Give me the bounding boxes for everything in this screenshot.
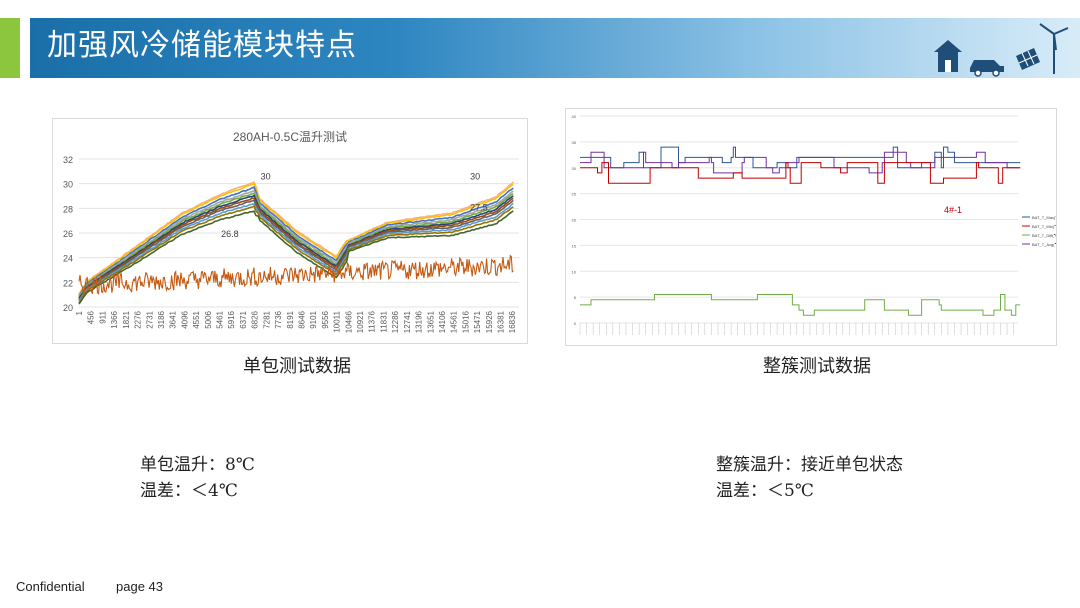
cluster-chart-annotation: 4#-1 bbox=[944, 205, 962, 215]
cluster-notes: 整簇温升：接近单包状态 温差：＜5℃ bbox=[716, 452, 903, 504]
legend-entry: BAT_T_Diff(℃) bbox=[1032, 233, 1056, 238]
x-tick-label: 14106 bbox=[438, 310, 447, 333]
min-temp-series-line bbox=[580, 162, 1021, 184]
x-tick-label: 10466 bbox=[344, 310, 353, 333]
x-tick-label: 10921 bbox=[356, 310, 365, 333]
y-tick-label: 28 bbox=[63, 204, 73, 214]
temperature-series-line bbox=[78, 194, 514, 299]
single-pack-temp-rise: 单包温升：8℃ bbox=[140, 455, 255, 475]
y-tick-label: 30 bbox=[63, 180, 73, 190]
diff-temp-series-line bbox=[580, 294, 1021, 316]
x-tick-label: 9101 bbox=[309, 310, 318, 328]
cluster-chart-svg: 0 5 10 15 20 25 30 35 40 4#-1 BAT_T_Max(℃) BAT_T_… bbox=[572, 114, 1062, 335]
temperature-series-line bbox=[78, 186, 514, 297]
data-label: 30 bbox=[261, 172, 271, 182]
data-label: 27.5 bbox=[470, 203, 488, 213]
x-tick-label: 5916 bbox=[227, 310, 236, 328]
x-tick-label: 3186 bbox=[157, 310, 166, 328]
x-tick-label: 9556 bbox=[321, 310, 330, 328]
temperature-series-line bbox=[78, 182, 514, 296]
y-tick-label: 15 bbox=[572, 243, 577, 248]
confidential-label: Confidential bbox=[16, 579, 85, 594]
x-tick-label: 1821 bbox=[122, 310, 131, 328]
temperature-series-line bbox=[78, 192, 514, 299]
single-pack-caption: 单包测试数据 bbox=[243, 356, 351, 377]
legend-entry: BAT_T_Avg(℃) bbox=[1032, 242, 1056, 247]
data-label: 26.8 bbox=[221, 229, 239, 239]
energy-logo-icon bbox=[934, 23, 1069, 77]
x-tick-label: 12286 bbox=[391, 310, 400, 333]
y-tick-label: 25 bbox=[572, 192, 577, 197]
x-tick-label: 8646 bbox=[297, 310, 306, 328]
temperature-series-line bbox=[78, 205, 514, 304]
y-tick-label: 32 bbox=[63, 155, 73, 165]
x-tick-label: 15926 bbox=[485, 310, 494, 333]
x-tick-label: 7736 bbox=[274, 310, 283, 328]
x-tick-label: 11376 bbox=[368, 310, 377, 332]
temperature-series-line bbox=[78, 210, 514, 305]
single-pack-chart-title: 280AH-0.5C温升测试 bbox=[233, 129, 347, 144]
x-tick-label: 2731 bbox=[145, 310, 154, 328]
data-label: 30 bbox=[470, 172, 480, 182]
single-pack-notes: 单包温升：8℃ 温差：＜4℃ bbox=[140, 452, 255, 504]
y-tick-label: 20 bbox=[572, 218, 577, 223]
y-tick-label: 40 bbox=[572, 114, 577, 119]
single-pack-chart: 280AH-0.5C温升测试 20 22 24 26 28 30 32 1 456 911 136… bbox=[52, 118, 528, 344]
x-tick-label: 3641 bbox=[169, 310, 178, 328]
x-tick-label: 15471 bbox=[473, 310, 482, 333]
page-number: page 43 bbox=[116, 579, 163, 594]
y-tick-label: 26 bbox=[63, 229, 73, 239]
legend-entry: BAT_T_Min(℃) bbox=[1032, 224, 1056, 229]
y-tick-label: 30 bbox=[572, 166, 577, 171]
y-tick-label: 10 bbox=[572, 269, 577, 274]
x-tick-label: 6371 bbox=[239, 310, 248, 328]
temperature-series-line bbox=[78, 199, 514, 301]
y-tick-label: 20 bbox=[63, 303, 73, 313]
y-tick-label: 24 bbox=[63, 254, 73, 264]
y-tick-label: 35 bbox=[572, 140, 577, 145]
avg-temp-series-line bbox=[580, 151, 1021, 174]
x-tick-label: 13196 bbox=[415, 310, 424, 333]
y-tick-label: 22 bbox=[63, 278, 73, 288]
x-tick-label: 13651 bbox=[426, 310, 435, 333]
title-bar bbox=[30, 18, 1080, 78]
y-tick-label: 0 bbox=[574, 321, 577, 326]
x-tick-label: 911 bbox=[98, 310, 107, 323]
x-tick-label: 7281 bbox=[262, 310, 271, 328]
temperature-series-line bbox=[78, 202, 514, 302]
x-tick-label: 16836 bbox=[508, 310, 517, 333]
x-tick-label: 11831 bbox=[379, 310, 388, 332]
cluster-temp-rise: 整簇温升：接近单包状态 bbox=[716, 455, 903, 475]
temperature-series-line bbox=[78, 181, 514, 295]
cluster-chart: 0 5 10 15 20 25 30 35 40 4#-1 BAT_T_Max(℃) BAT_T_… bbox=[565, 108, 1062, 346]
x-tick-label: 15016 bbox=[461, 310, 470, 333]
ambient-series-line bbox=[78, 254, 514, 296]
x-tick-label: 4096 bbox=[180, 310, 189, 328]
temperature-series-line bbox=[78, 189, 514, 298]
x-tick-label: 8191 bbox=[286, 310, 295, 328]
single-pack-temp-diff: 温差：＜4℃ bbox=[140, 481, 238, 501]
x-tick-label: 1 bbox=[75, 310, 84, 315]
x-tick-label: 5461 bbox=[216, 310, 225, 328]
x-tick-label: 10011 bbox=[333, 310, 342, 332]
legend-entry: BAT_T_Max(℃) bbox=[1032, 215, 1056, 220]
y-tick-label: 5 bbox=[574, 295, 577, 300]
x-tick-label: 5006 bbox=[204, 310, 213, 328]
page-title: 加强风冷储能模块特点 bbox=[47, 28, 357, 63]
x-tick-label: 2276 bbox=[134, 310, 143, 328]
cluster-temp-diff: 温差：＜5℃ bbox=[716, 481, 814, 501]
title-accent-bar bbox=[0, 18, 20, 78]
x-tick-label: 16381 bbox=[496, 310, 505, 333]
cluster-caption: 整簇测试数据 bbox=[763, 356, 871, 377]
x-tick-label: 12741 bbox=[403, 310, 412, 333]
x-tick-label: 6826 bbox=[251, 310, 260, 328]
x-tick-label: 4551 bbox=[192, 310, 201, 328]
x-tick-label: 456 bbox=[87, 310, 96, 324]
x-tick-label: 1366 bbox=[110, 310, 119, 328]
x-tick-label: 14561 bbox=[450, 310, 459, 333]
